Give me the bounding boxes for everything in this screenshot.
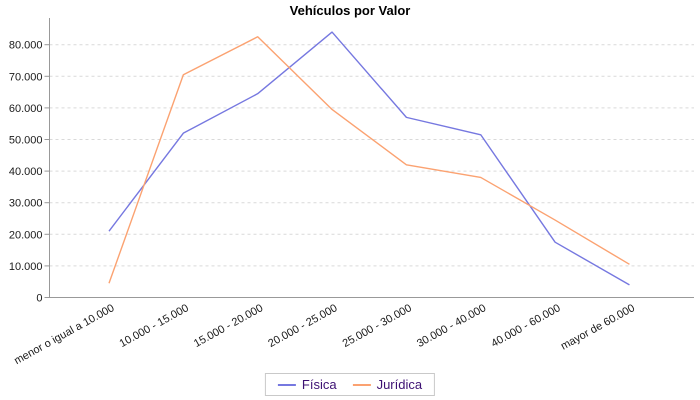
y-tick-label: 10.000 xyxy=(9,261,43,273)
series-line xyxy=(108,31,630,286)
y-tick-label: 30.000 xyxy=(9,198,43,210)
legend-label-juridica: Jurídica xyxy=(376,377,423,392)
y-tick-label: 60.000 xyxy=(9,103,43,115)
y-tick-label: 80.000 xyxy=(9,40,43,52)
x-tick-label: menor o igual a 10.000 xyxy=(12,302,116,367)
juridica-line-swatch xyxy=(352,383,371,386)
x-tick-label: 20.000 - 25.000 xyxy=(266,302,339,350)
y-tick-label: 70.000 xyxy=(9,71,43,83)
y-tick-label: 40.000 xyxy=(9,166,43,178)
legend: Física Jurídica xyxy=(264,373,436,396)
x-tick-label: 25.000 - 30.000 xyxy=(341,302,414,350)
series-line xyxy=(108,36,630,284)
y-tick-label: 50.000 xyxy=(9,135,43,147)
y-tick-label: 0 xyxy=(36,293,42,305)
x-tick-label: 40.000 - 60.000 xyxy=(489,302,562,350)
legend-item-fisica: Física xyxy=(277,377,337,392)
y-tick-label: 20.000 xyxy=(9,229,43,241)
x-tick-label: 30.000 - 40.000 xyxy=(415,302,488,350)
chart-title: Vehículos por Valor xyxy=(289,3,411,18)
legend-item-juridica: Jurídica xyxy=(352,377,423,392)
plot-area: 0 10.000 20.000 30.000 40.000 50.000 60.000 70.… xyxy=(9,18,694,367)
fisica-line-swatch xyxy=(277,383,296,386)
x-tick-label: mayor de 60.000 xyxy=(559,302,637,353)
legend-label-fisica: Física xyxy=(301,377,337,392)
x-tick-label: 10.000 - 15.000 xyxy=(118,302,191,350)
x-tick-label: 15.000 - 20.000 xyxy=(192,302,265,350)
